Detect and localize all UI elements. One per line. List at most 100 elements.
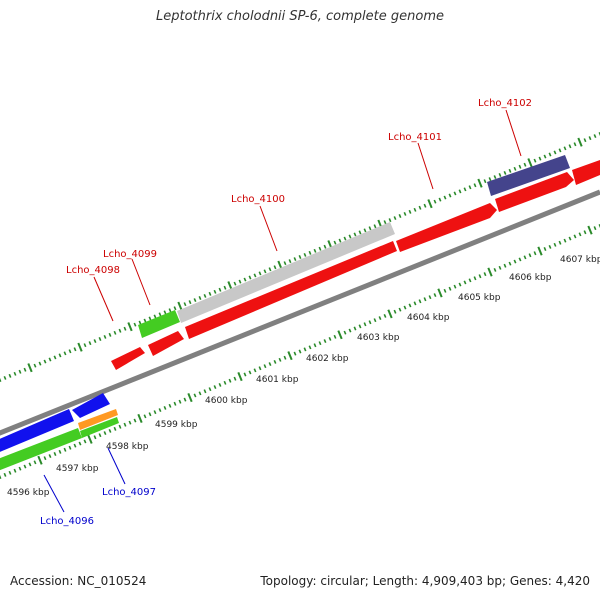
minor-tick <box>23 464 27 469</box>
minor-tick <box>173 401 177 406</box>
gene-lcho-4101[interactable] <box>396 203 497 252</box>
minor-tick <box>203 389 207 394</box>
minor-tick <box>498 265 502 270</box>
minor-tick <box>523 162 527 167</box>
minor-tick <box>118 424 122 429</box>
minor-tick <box>233 281 237 286</box>
minor-tick <box>493 267 497 272</box>
minor-tick <box>13 371 17 376</box>
gene-lcho-4099[interactable] <box>148 331 184 356</box>
minor-tick <box>583 138 587 143</box>
minor-tick <box>228 378 232 383</box>
minor-tick <box>253 368 257 373</box>
gene-lcho-4098[interactable] <box>111 347 145 370</box>
minor-tick <box>518 164 522 169</box>
major-tick <box>537 246 543 256</box>
minor-tick <box>33 460 37 465</box>
minor-tick <box>488 177 492 182</box>
gene-green-upper[interactable] <box>138 310 180 338</box>
minor-tick <box>353 232 357 237</box>
minor-tick <box>0 377 2 382</box>
minor-tick <box>398 213 402 219</box>
gene-lcho-4097-orange[interactable] <box>78 409 118 430</box>
gene-label: Lcho_4096 <box>40 516 94 527</box>
minor-tick <box>403 305 407 310</box>
minor-tick <box>198 391 202 396</box>
minor-tick <box>243 277 247 282</box>
minor-tick <box>508 168 512 173</box>
major-tick <box>127 322 133 332</box>
minor-tick <box>273 359 277 364</box>
minor-tick <box>483 179 487 184</box>
minor-tick <box>458 282 462 287</box>
inner-tick-track <box>0 224 600 479</box>
major-tick <box>187 393 193 403</box>
minor-tick <box>168 308 172 313</box>
minor-tick <box>308 345 312 350</box>
minor-tick <box>528 253 532 258</box>
minor-tick <box>23 367 27 372</box>
minor-tick <box>518 257 522 262</box>
minor-tick <box>148 412 152 417</box>
minor-tick <box>343 236 347 241</box>
minor-tick <box>318 246 322 251</box>
minor-tick <box>398 307 402 312</box>
kbp-label: 4605 kbp <box>458 293 501 303</box>
minor-tick <box>438 197 442 202</box>
gene-label: Lcho_4101 <box>388 132 442 143</box>
minor-tick <box>143 414 147 419</box>
minor-tick <box>563 238 567 243</box>
minor-tick <box>283 261 287 266</box>
minor-tick <box>348 234 352 239</box>
minor-tick <box>318 341 322 346</box>
minor-tick <box>448 193 452 198</box>
minor-tick <box>373 224 377 229</box>
gene-lcho-4100[interactable] <box>185 241 397 339</box>
minor-tick <box>93 339 97 344</box>
gene-blue-arrow[interactable] <box>72 393 110 418</box>
minor-tick <box>313 248 317 253</box>
minor-tick <box>268 267 272 272</box>
gene-lcho-4096[interactable] <box>0 428 82 474</box>
gene-purple[interactable] <box>487 155 570 196</box>
minor-tick <box>98 336 102 342</box>
gene-blue-left[interactable] <box>0 409 74 456</box>
gene-grey[interactable] <box>177 222 395 323</box>
gene-labels: Lcho_4102 Lcho_4101 Lcho_4100 Lcho_4099 … <box>40 98 532 527</box>
minor-tick <box>428 295 432 300</box>
minor-tick <box>548 152 552 157</box>
minor-tick <box>313 343 317 348</box>
minor-tick <box>0 474 2 479</box>
minor-tick <box>513 166 517 171</box>
minor-tick <box>363 322 367 327</box>
minor-tick <box>288 259 292 264</box>
minor-tick <box>18 369 22 374</box>
minor-tick <box>108 428 112 433</box>
minor-tick <box>108 332 112 337</box>
minor-tick <box>308 250 312 255</box>
minor-tick <box>448 286 452 291</box>
gene-lcho-4097-green[interactable] <box>80 417 119 438</box>
minor-tick <box>78 441 82 446</box>
major-tick <box>527 158 533 168</box>
minor-tick <box>413 301 417 306</box>
minor-tick <box>13 468 17 473</box>
minor-tick <box>538 156 542 161</box>
minor-tick <box>208 387 212 392</box>
gene-lcho-4102[interactable] <box>495 172 574 212</box>
minor-tick <box>378 316 382 321</box>
minor-tick <box>573 234 577 239</box>
topology-text: Topology: circular; Length: 4,909,403 bp… <box>260 574 590 588</box>
minor-tick <box>293 351 297 356</box>
minor-tick <box>203 293 207 298</box>
minor-tick <box>263 269 267 274</box>
minor-tick <box>183 302 187 307</box>
minor-tick <box>93 435 97 440</box>
minor-tick <box>218 287 222 292</box>
major-tick <box>427 199 433 209</box>
major-tick <box>337 330 343 340</box>
kbp-label: 4603 kbp <box>357 333 400 343</box>
gene-next[interactable] <box>572 160 600 185</box>
major-tick <box>137 413 143 423</box>
